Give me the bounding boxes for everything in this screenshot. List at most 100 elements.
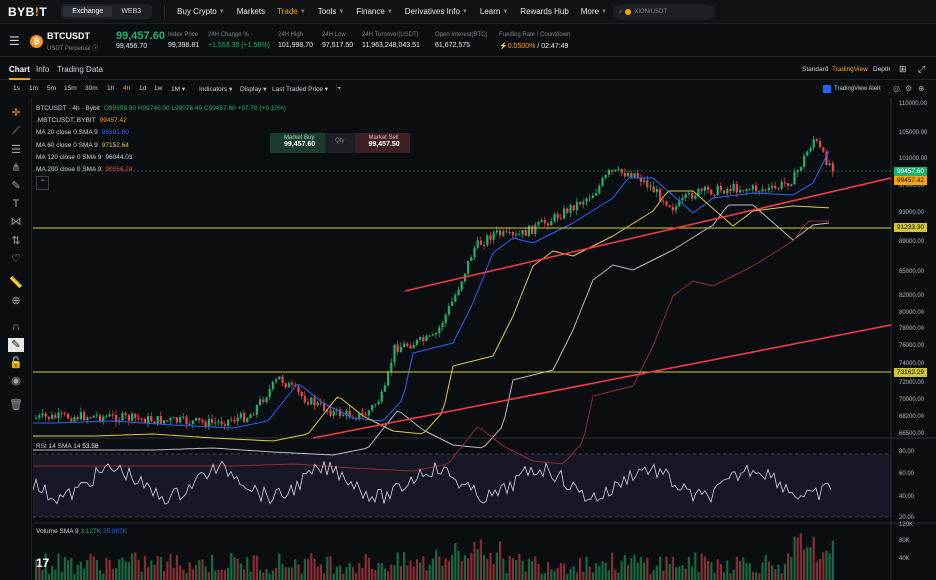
chart-area[interactable] [32, 98, 936, 580]
price-tick: 89000.00 [899, 239, 925, 245]
volume-bar [438, 556, 441, 580]
eye-icon[interactable]: ◉ [11, 375, 21, 387]
price-type-select[interactable]: Last Traded Price ▾ [272, 86, 329, 93]
volume-bar [127, 562, 130, 580]
tab-info[interactable]: Info [36, 65, 50, 74]
zoom-icon[interactable]: ⊕ [11, 295, 21, 307]
trendline-icon[interactable]: ⟋ [12, 125, 20, 137]
legend-ma200-label: MA 200 close 0 SMA 9 [36, 166, 102, 174]
crosshair-icon[interactable]: ✛ [11, 107, 21, 119]
interval-1d[interactable]: 1d [139, 85, 147, 92]
interval-30m[interactable]: 30m [85, 85, 98, 92]
heart-icon[interactable]: ♡ [11, 253, 21, 265]
interval-1w[interactable]: 1w [154, 85, 163, 92]
settings-icon[interactable]: ⚙ [905, 84, 913, 93]
nav-finance[interactable]: Finance ▼ [356, 7, 393, 16]
search-input[interactable]: ⌕ XION/USDT [613, 4, 715, 20]
nav-derivatives-info[interactable]: Derivatives Info ▼ [404, 7, 468, 16]
interval-5m[interactable]: 5m [47, 85, 57, 92]
text-icon[interactable]: T [12, 198, 20, 210]
price-tick: 101000.00 [899, 156, 928, 162]
turnover-value: 11,963,248,043.51 [362, 42, 420, 49]
candle-body [361, 412, 364, 415]
candle-body [761, 189, 764, 192]
market-sell-button[interactable]: Market Sell 99,457.50 [354, 133, 410, 153]
volume-bar [697, 572, 700, 580]
market-buy-button[interactable]: Market Buy 99,457.60 [270, 133, 326, 153]
volume-bar [319, 564, 322, 580]
fullscreen-icon[interactable]: ⤢ [918, 64, 926, 74]
candle-body [783, 182, 786, 184]
measure-icon[interactable]: ⇅ [11, 235, 21, 247]
candle-body [732, 184, 735, 192]
interval-1h[interactable]: 1h [107, 85, 115, 92]
volume-bar [479, 539, 482, 580]
volume-bar [703, 556, 706, 580]
collapse-icon[interactable]: ⌃ [36, 176, 50, 191]
interval-1m[interactable]: 1m [29, 85, 39, 92]
volume-bar [678, 566, 681, 580]
volume-bar [367, 558, 370, 580]
volume-bar [380, 562, 383, 580]
expand-icon[interactable]: ⊕ [918, 84, 925, 93]
camera-icon[interactable]: ◎ [893, 84, 900, 93]
interval-15m[interactable]: 15m [64, 85, 77, 92]
indicators-button[interactable]: Indicators ▾ [199, 86, 233, 93]
candle-body [809, 147, 812, 152]
qty-input[interactable]: Qty [325, 133, 355, 153]
lock-drawing-icon[interactable]: ✎ [8, 338, 24, 352]
ruler-icon[interactable]: 📏 [9, 277, 23, 289]
tradingview-alert-button[interactable]: TradingView Alert [823, 85, 881, 93]
brush-icon[interactable]: ✎ [11, 180, 21, 192]
nav-rewards-hub[interactable]: Rewards Hub [520, 7, 569, 16]
candle-body [646, 180, 649, 188]
volume-bar [239, 563, 242, 580]
candle-body [793, 172, 796, 185]
volume-bar [195, 564, 198, 580]
symbol-name[interactable]: BTCUSDT [47, 31, 90, 41]
price-chart-svg[interactable] [32, 98, 936, 580]
volume-bar [102, 573, 105, 580]
tab-chart[interactable]: Chart [9, 65, 30, 80]
volume-bar [627, 564, 630, 580]
horizontal-lines-icon[interactable]: ☰ [11, 144, 21, 156]
interval-1M[interactable]: 1M ▾ [171, 86, 186, 93]
legend-ma60-label: MA 60 close 0 SMA 9 [36, 141, 98, 149]
exchange-toggle[interactable]: Exchange [63, 6, 113, 17]
candle-body [611, 169, 614, 172]
chart-type-icon[interactable]: ⫶▾ [336, 85, 341, 92]
pitchfork-icon[interactable]: ⋔ [11, 162, 21, 174]
interval-1s[interactable]: 1s [13, 85, 20, 92]
nav-tools[interactable]: Tools ▼ [317, 7, 345, 16]
candle-body [684, 194, 687, 199]
nav-trade[interactable]: Trade ▼ [277, 7, 306, 16]
interval-4h[interactable]: 4h [123, 85, 131, 92]
nav-learn[interactable]: Learn ▼ [479, 7, 509, 16]
legend-ma200-row: MA 200 close 0 SMA 9 90056.24 [36, 164, 286, 176]
menu-icon[interactable]: ☰ [9, 34, 20, 48]
display-button[interactable]: Display ▾ [240, 86, 267, 93]
magnet-icon[interactable]: ∩ [12, 321, 20, 333]
volume-bar [700, 553, 703, 580]
volume-bar [572, 566, 575, 580]
nav-buy-crypto[interactable]: Buy Crypto ▼ [177, 7, 225, 16]
volume-bar [777, 564, 780, 580]
volume-bar [623, 554, 626, 580]
view-standard[interactable]: Standard [802, 66, 829, 73]
trash-icon[interactable]: 🗑 [9, 399, 23, 411]
layout-icon[interactable]: ⊞ [899, 64, 907, 74]
nav-more[interactable]: More ▼ [580, 7, 607, 16]
volume-bar [742, 557, 745, 580]
tab-trading-data[interactable]: Trading Data [57, 65, 103, 74]
level-lower-tag: 73162.29 [893, 368, 927, 377]
pattern-icon[interactable]: ⋈ [10, 216, 22, 228]
lock-icon[interactable]: 🔓 [9, 357, 23, 369]
volume-bar [758, 573, 761, 580]
web3-toggle[interactable]: WEB3 [121, 8, 142, 15]
nav-markets[interactable]: Markets [236, 7, 266, 16]
view-tradingview[interactable]: TradingView [832, 66, 868, 73]
volume-bar [201, 559, 204, 580]
view-depth[interactable]: Depth [873, 66, 891, 73]
price-tick: 82000.00 [899, 293, 925, 299]
bybit-logo[interactable]: BYB!T [8, 4, 48, 19]
